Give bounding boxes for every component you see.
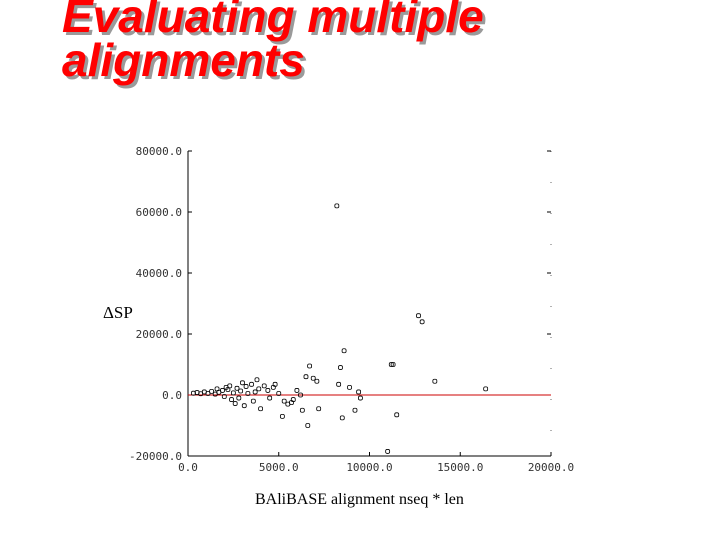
data-point — [307, 363, 313, 369]
data-point — [281, 398, 287, 404]
data-point — [265, 388, 271, 393]
data-point — [250, 398, 256, 404]
data-point — [336, 381, 342, 387]
data-point — [385, 449, 391, 454]
data-point — [338, 365, 343, 370]
data-point — [272, 381, 278, 387]
data-point — [483, 386, 489, 392]
data-point — [241, 403, 247, 409]
data-point — [254, 377, 260, 383]
data-point — [236, 395, 242, 401]
data-point — [258, 406, 264, 412]
data-point — [232, 401, 238, 406]
data-point — [358, 395, 363, 401]
data-point — [290, 397, 296, 402]
plot-ticks: -20000.00.020000.040000.060000.080000.00… — [129, 145, 574, 474]
data-point — [334, 203, 340, 209]
data-point — [227, 383, 233, 389]
data-point — [279, 413, 285, 419]
data-point — [356, 389, 362, 395]
data-point — [243, 384, 249, 389]
data-point — [416, 313, 421, 319]
data-point — [394, 412, 400, 418]
data-point — [220, 388, 225, 393]
data-point — [298, 392, 303, 398]
data-point — [252, 389, 258, 395]
x-tick-label: 5000.0 — [259, 461, 299, 474]
slide-title: Evaluating multiple alignments — [62, 0, 484, 83]
y-axis-label: ΔSP — [103, 303, 133, 322]
data-point — [299, 407, 305, 413]
data-point — [245, 391, 251, 396]
data-point — [303, 374, 309, 380]
data-point — [341, 348, 347, 354]
data-point — [221, 394, 227, 399]
y-tick-label: 60000.0 — [136, 206, 182, 219]
data-point — [209, 388, 214, 394]
data-point — [419, 319, 425, 325]
y-tick-label: 40000.0 — [136, 267, 182, 280]
x-tick-label: 20000.0 — [528, 461, 574, 474]
data-point — [316, 406, 322, 412]
x-tick-label: 0.0 — [178, 461, 198, 474]
y-tick-label: 20000.0 — [136, 328, 182, 341]
y-tick-label: -20000.0 — [129, 450, 182, 463]
x-axis-label: BAliBASE alignment nseq * len — [255, 491, 464, 508]
data-point — [229, 397, 234, 402]
data-point — [261, 383, 267, 389]
data-point — [256, 386, 262, 392]
data-point — [352, 407, 358, 413]
data-point — [310, 375, 316, 381]
data-point — [294, 388, 300, 393]
slide-title-line-2: alignments — [62, 34, 305, 86]
data-point — [249, 381, 254, 387]
data-point — [390, 362, 396, 367]
slide-title-line-1: Evaluating multiple — [62, 0, 484, 42]
y-tick-label: 0.0 — [162, 389, 182, 402]
data-point — [234, 385, 240, 391]
x-tick-label: 15000.0 — [437, 461, 483, 474]
data-point — [432, 378, 438, 384]
data-points — [191, 203, 489, 454]
data-point — [238, 388, 244, 394]
data-point — [240, 380, 245, 386]
data-point — [347, 384, 352, 390]
x-tick-label: 10000.0 — [346, 461, 392, 474]
data-point — [305, 423, 311, 428]
data-point — [314, 378, 320, 384]
data-point — [339, 415, 345, 421]
data-point — [230, 390, 236, 396]
plot-axes — [187, 151, 552, 457]
data-point — [267, 395, 273, 401]
y-tick-label: 80000.0 — [136, 145, 182, 158]
data-point — [276, 391, 282, 396]
